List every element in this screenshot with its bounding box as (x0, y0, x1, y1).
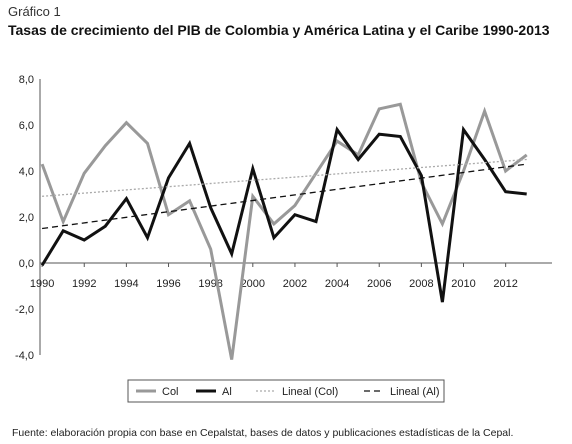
chart-title: Tasas de crecimiento del PIB de Colombia… (8, 22, 550, 38)
x-tick-label: 2000 (241, 278, 265, 290)
source-note: Fuente: elaboración propia con base en C… (12, 427, 514, 439)
legend-label-1: Al (222, 386, 232, 398)
x-tick-label: 1996 (156, 278, 180, 290)
y-tick-label: -2,0 (15, 304, 34, 316)
y-tick-label: 4,0 (19, 166, 34, 178)
x-tick-label: 1992 (72, 278, 96, 290)
x-tick-label: 1994 (114, 278, 138, 290)
series-line-3 (42, 163, 527, 230)
x-tick-label: 2010 (451, 278, 475, 290)
series-line-2 (42, 158, 527, 197)
axes (39, 79, 552, 355)
x-tick-label: 1990 (30, 278, 54, 290)
y-tick-label: -4,0 (15, 350, 34, 362)
legend-label-3: Lineal (Al) (390, 386, 440, 398)
x-tick-label: 2008 (409, 278, 433, 290)
x-tick-label: 2002 (283, 278, 307, 290)
legend-label-2: Lineal (Col) (282, 386, 338, 398)
y-tick-label: 2,0 (19, 212, 34, 224)
y-tick-label: 6,0 (19, 120, 34, 132)
y-tick-label: 8,0 (19, 74, 34, 86)
figure-label: Gráfico 1 (8, 4, 61, 19)
legend-box (127, 379, 445, 403)
y-tick-label: 0,0 (19, 258, 34, 270)
legend-label-0: Col (162, 386, 179, 398)
series-lines (40, 102, 528, 360)
legend: Col Al Lineal (Col) Lineal (Al) (127, 379, 445, 403)
series-line-0 (40, 102, 528, 360)
x-tick-label: 2006 (367, 278, 391, 290)
x-tick-label: 2004 (325, 278, 349, 290)
x-tick-label: 2012 (493, 278, 517, 290)
series-line-1 (40, 125, 527, 303)
